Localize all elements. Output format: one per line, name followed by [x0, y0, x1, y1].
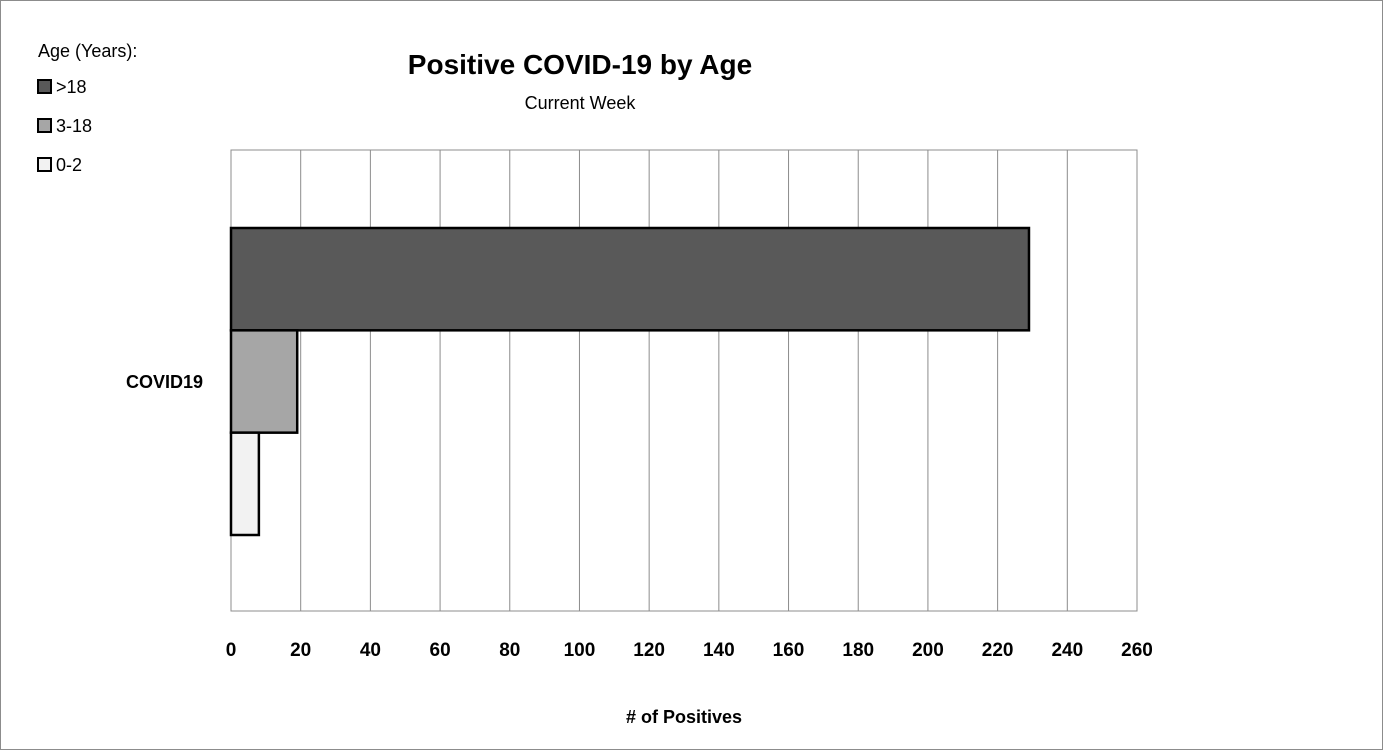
x-tick-label: 60: [430, 640, 451, 661]
x-axis-title: # of Positives: [626, 707, 742, 727]
chart-subtitle: Current Week: [525, 93, 637, 113]
chart-title: Positive COVID-19 by Age: [408, 49, 752, 80]
x-tick-label: 140: [703, 640, 735, 661]
x-tick-label: 160: [773, 640, 805, 661]
category-label: COVID19: [126, 372, 203, 392]
legend-swatch: [37, 157, 52, 172]
bar-18: [229, 226, 1031, 332]
legend: >18 3-18 0-2: [37, 77, 92, 175]
legend-label: 0-2: [56, 155, 82, 175]
x-tick-label: 180: [842, 640, 874, 661]
x-tick-label: 80: [499, 640, 520, 661]
legend-label: >18: [56, 77, 87, 97]
plot-area: 0 20 40 60 80 100 120 140 160 180 200 220 240 260 COVI…: [126, 149, 1153, 661]
x-tick-label: 220: [982, 640, 1014, 661]
x-tick-label: 100: [564, 640, 596, 661]
x-tick-label: 40: [360, 640, 381, 661]
legend-label: 3-18: [56, 116, 92, 136]
legend-swatch: [37, 79, 52, 94]
x-tick-label: 0: [226, 640, 237, 661]
x-tick-label: 260: [1121, 640, 1153, 661]
plot-border: [230, 149, 1138, 612]
x-tick-label: 200: [912, 640, 944, 661]
bar-02: [229, 431, 261, 537]
legend-title: Age (Years):: [38, 41, 137, 61]
x-tick-label: 20: [290, 640, 311, 661]
legend-swatch: [37, 118, 52, 133]
bar-318: [229, 329, 299, 434]
x-tick-label: 240: [1051, 640, 1083, 661]
x-tick-label: 120: [633, 640, 665, 661]
